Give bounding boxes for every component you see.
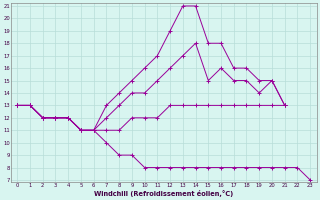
X-axis label: Windchill (Refroidissement éolien,°C): Windchill (Refroidissement éolien,°C) [94,190,233,197]
